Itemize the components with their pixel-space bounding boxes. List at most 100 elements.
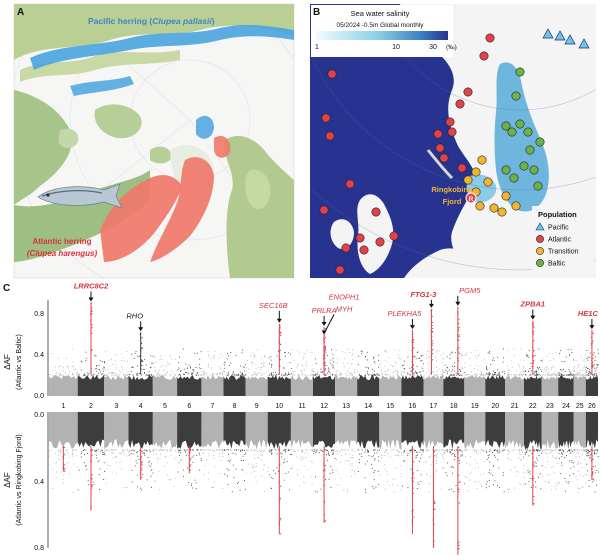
top-point <box>584 354 586 356</box>
top-point <box>261 374 262 376</box>
bottom-point <box>261 449 262 451</box>
top-point <box>418 357 420 359</box>
top-point <box>494 372 495 374</box>
baltic-marker <box>501 121 511 131</box>
top-peak-point <box>458 318 460 320</box>
top-point <box>471 371 472 373</box>
bottom-point <box>189 459 191 461</box>
bottom-point <box>339 461 341 463</box>
top-point <box>150 366 152 368</box>
bottom-point <box>495 449 496 451</box>
bottom-peak-point <box>189 448 191 450</box>
atlantic-marker <box>325 131 335 141</box>
top-point <box>586 371 587 373</box>
bottom-point <box>494 455 496 456</box>
top-point <box>373 356 375 358</box>
panel-b-letter: B <box>313 7 320 18</box>
bottom-point <box>145 449 147 451</box>
top-point <box>312 368 314 370</box>
bottom-point <box>486 459 488 460</box>
bottom-point <box>121 452 123 454</box>
bottom-point <box>507 489 509 490</box>
top-point <box>485 374 487 376</box>
top-point <box>422 354 424 356</box>
bottom-point <box>564 457 566 459</box>
top-point <box>420 360 422 362</box>
top-point <box>148 374 150 376</box>
bottom-point <box>345 460 347 462</box>
bottom-point <box>175 450 176 452</box>
bottom-point <box>151 463 152 465</box>
bottom-point <box>400 489 402 491</box>
top-point <box>579 374 581 376</box>
top-point <box>596 366 598 368</box>
legend-label-baltic: Baltic <box>548 261 566 268</box>
bottom-point <box>559 449 561 451</box>
bottom-point <box>475 449 477 451</box>
bottom-point <box>222 488 224 489</box>
top-point <box>327 354 328 356</box>
top-point <box>509 374 511 376</box>
bottom-point <box>565 481 567 483</box>
top-peak-point <box>91 311 93 313</box>
bottom-point <box>593 450 595 452</box>
bottom-point <box>66 449 68 451</box>
top-point <box>373 357 374 359</box>
top-point <box>111 373 113 375</box>
atlantic-herring-label: Atlantic herring <box>32 237 91 246</box>
bottom-point <box>49 455 51 457</box>
top-point <box>198 367 200 369</box>
bottom-point <box>78 469 80 471</box>
bottom-point <box>497 485 498 487</box>
bottom-point <box>124 449 126 451</box>
bottom-point <box>339 451 340 453</box>
top-point <box>570 348 572 350</box>
top-chrom-9 <box>245 376 268 396</box>
bottom-point <box>582 453 583 455</box>
top-point <box>398 356 400 358</box>
chrom-label-25: 25 <box>576 403 584 410</box>
top-point <box>244 370 245 372</box>
top-point <box>397 372 399 374</box>
top-point <box>437 371 438 372</box>
bottom-point <box>342 449 343 451</box>
bottom-point <box>378 456 380 458</box>
top-point <box>451 352 453 354</box>
top-peak-point <box>324 354 326 356</box>
top-point <box>282 367 284 369</box>
top-point <box>594 367 595 369</box>
bottom-peak-point <box>592 474 594 476</box>
bottom-chrom-14 <box>357 412 380 449</box>
bottom-point <box>490 473 492 475</box>
top-point <box>493 360 495 362</box>
bottom-point <box>432 449 434 451</box>
bottom-point <box>449 451 451 452</box>
bottom-point <box>135 460 137 462</box>
bottom-point <box>594 449 596 451</box>
bottom-point <box>221 452 223 453</box>
bottom-point <box>392 484 394 486</box>
top-peak-point <box>324 351 326 353</box>
bottom-point <box>154 452 156 454</box>
bottom-point <box>373 472 375 473</box>
bottom-point <box>316 491 318 493</box>
bottom-point <box>518 482 520 484</box>
top-point <box>192 372 194 374</box>
bottom-peak-point <box>141 476 143 478</box>
bottom-point <box>546 449 548 451</box>
pacific-marker <box>578 38 590 49</box>
top-point <box>583 360 585 362</box>
top-point <box>339 371 341 373</box>
top-point <box>241 352 243 354</box>
bottom-point <box>164 449 166 451</box>
bottom-point <box>218 449 220 451</box>
chrom-label-21: 21 <box>511 403 519 410</box>
top-point <box>588 372 590 374</box>
bottom-point <box>510 459 512 461</box>
top-point <box>560 369 562 370</box>
bottom-point <box>579 488 581 490</box>
bottom-point <box>365 449 366 451</box>
top-peak-point <box>325 337 327 339</box>
bottom-point <box>304 482 306 484</box>
bottom-point <box>547 482 549 484</box>
